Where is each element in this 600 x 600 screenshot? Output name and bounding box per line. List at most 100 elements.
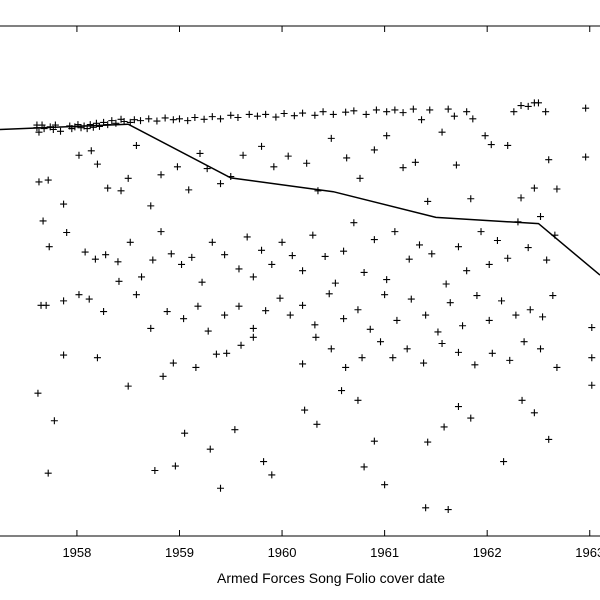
data-point-marker <box>588 354 596 362</box>
data-point-marker <box>524 244 532 252</box>
data-point-marker <box>485 260 493 268</box>
data-point-marker <box>57 127 65 135</box>
data-point-marker <box>329 110 337 118</box>
data-point-marker <box>163 308 171 316</box>
data-point-marker <box>520 338 528 346</box>
data-point-marker <box>405 255 413 263</box>
data-point-marker <box>299 267 307 275</box>
data-point-marker <box>454 403 462 411</box>
data-point-marker <box>169 359 177 367</box>
data-point-marker <box>487 141 495 149</box>
data-point-marker <box>149 256 157 264</box>
data-point-marker <box>473 292 481 300</box>
data-point-marker <box>356 174 364 182</box>
data-point-marker <box>391 106 399 114</box>
data-point-marker <box>545 435 553 443</box>
data-point-marker <box>262 110 270 118</box>
data-point-marker <box>270 163 278 171</box>
data-point-marker <box>506 356 514 364</box>
data-point-marker <box>234 114 242 122</box>
data-point-marker <box>237 341 245 349</box>
data-point-marker <box>208 238 216 246</box>
data-point-marker <box>299 109 307 117</box>
data-point-marker <box>582 153 590 161</box>
data-point-marker <box>340 315 348 323</box>
data-point-marker <box>145 115 153 123</box>
data-point-marker <box>407 295 415 303</box>
data-point-marker <box>178 260 186 268</box>
data-point-marker <box>422 311 430 319</box>
data-point-marker <box>399 164 407 172</box>
data-point-marker <box>530 409 538 417</box>
data-point-marker <box>582 104 590 112</box>
data-point-marker <box>325 290 333 298</box>
data-point-marker <box>212 350 220 358</box>
data-point-marker <box>438 128 446 136</box>
data-point-marker <box>173 163 181 171</box>
data-point-marker <box>115 277 123 285</box>
data-point-marker <box>537 345 545 353</box>
data-point-marker <box>428 250 436 258</box>
data-point-marker <box>194 302 202 310</box>
data-point-marker <box>258 142 266 150</box>
trend-line <box>0 123 600 276</box>
data-point-marker <box>454 243 462 251</box>
data-point-marker <box>381 481 389 489</box>
data-point-marker <box>383 108 391 116</box>
data-point-marker <box>42 301 50 309</box>
data-point-marker <box>60 297 68 305</box>
data-point-marker <box>424 197 432 205</box>
data-point-marker <box>420 359 428 367</box>
data-point-marker <box>44 176 52 184</box>
data-point-marker <box>588 324 596 332</box>
data-point-marker <box>288 252 296 260</box>
data-point-marker <box>138 273 146 281</box>
data-point-marker <box>167 250 175 258</box>
data-point-marker <box>206 445 214 453</box>
data-point-marker <box>370 236 378 244</box>
data-point-marker <box>299 301 307 309</box>
data-point-marker <box>360 268 368 276</box>
data-point-marker <box>45 243 53 251</box>
data-point-marker <box>104 184 112 192</box>
data-point-marker <box>340 247 348 255</box>
data-point-marker <box>366 325 374 333</box>
data-point-marker <box>438 340 446 348</box>
data-point-marker <box>63 229 71 237</box>
data-point-marker <box>299 360 307 368</box>
data-point-marker <box>39 217 47 225</box>
data-point-marker <box>208 113 216 121</box>
data-point-marker <box>321 252 329 260</box>
data-point-marker <box>175 115 183 123</box>
data-point-marker <box>34 389 42 397</box>
data-point-marker <box>389 354 397 362</box>
data-point-marker <box>327 134 335 142</box>
data-point-marker <box>469 115 477 123</box>
data-point-marker <box>545 156 553 164</box>
data-point-marker <box>362 110 370 118</box>
data-point-marker <box>249 324 257 332</box>
data-point-marker <box>549 292 557 300</box>
data-point-marker <box>260 458 268 466</box>
data-point-marker <box>518 396 526 404</box>
data-point-marker <box>350 107 358 115</box>
data-point-marker <box>284 152 292 160</box>
data-point-marker <box>327 345 335 353</box>
data-point-marker <box>434 328 442 336</box>
data-point-marker <box>217 115 225 123</box>
data-point-marker <box>191 114 199 122</box>
data-point-marker <box>415 241 423 249</box>
data-point-marker <box>303 159 311 167</box>
data-point-marker <box>124 382 132 390</box>
data-point-marker <box>553 363 561 371</box>
data-point-marker <box>245 110 253 118</box>
data-point-marker <box>526 306 534 314</box>
data-point-marker <box>60 200 68 208</box>
data-point-marker <box>481 132 489 140</box>
data-point-marker <box>171 462 179 470</box>
data-point-marker <box>253 112 261 120</box>
data-point-marker <box>311 111 319 119</box>
data-point-marker <box>440 423 448 431</box>
data-point-marker <box>35 128 43 136</box>
